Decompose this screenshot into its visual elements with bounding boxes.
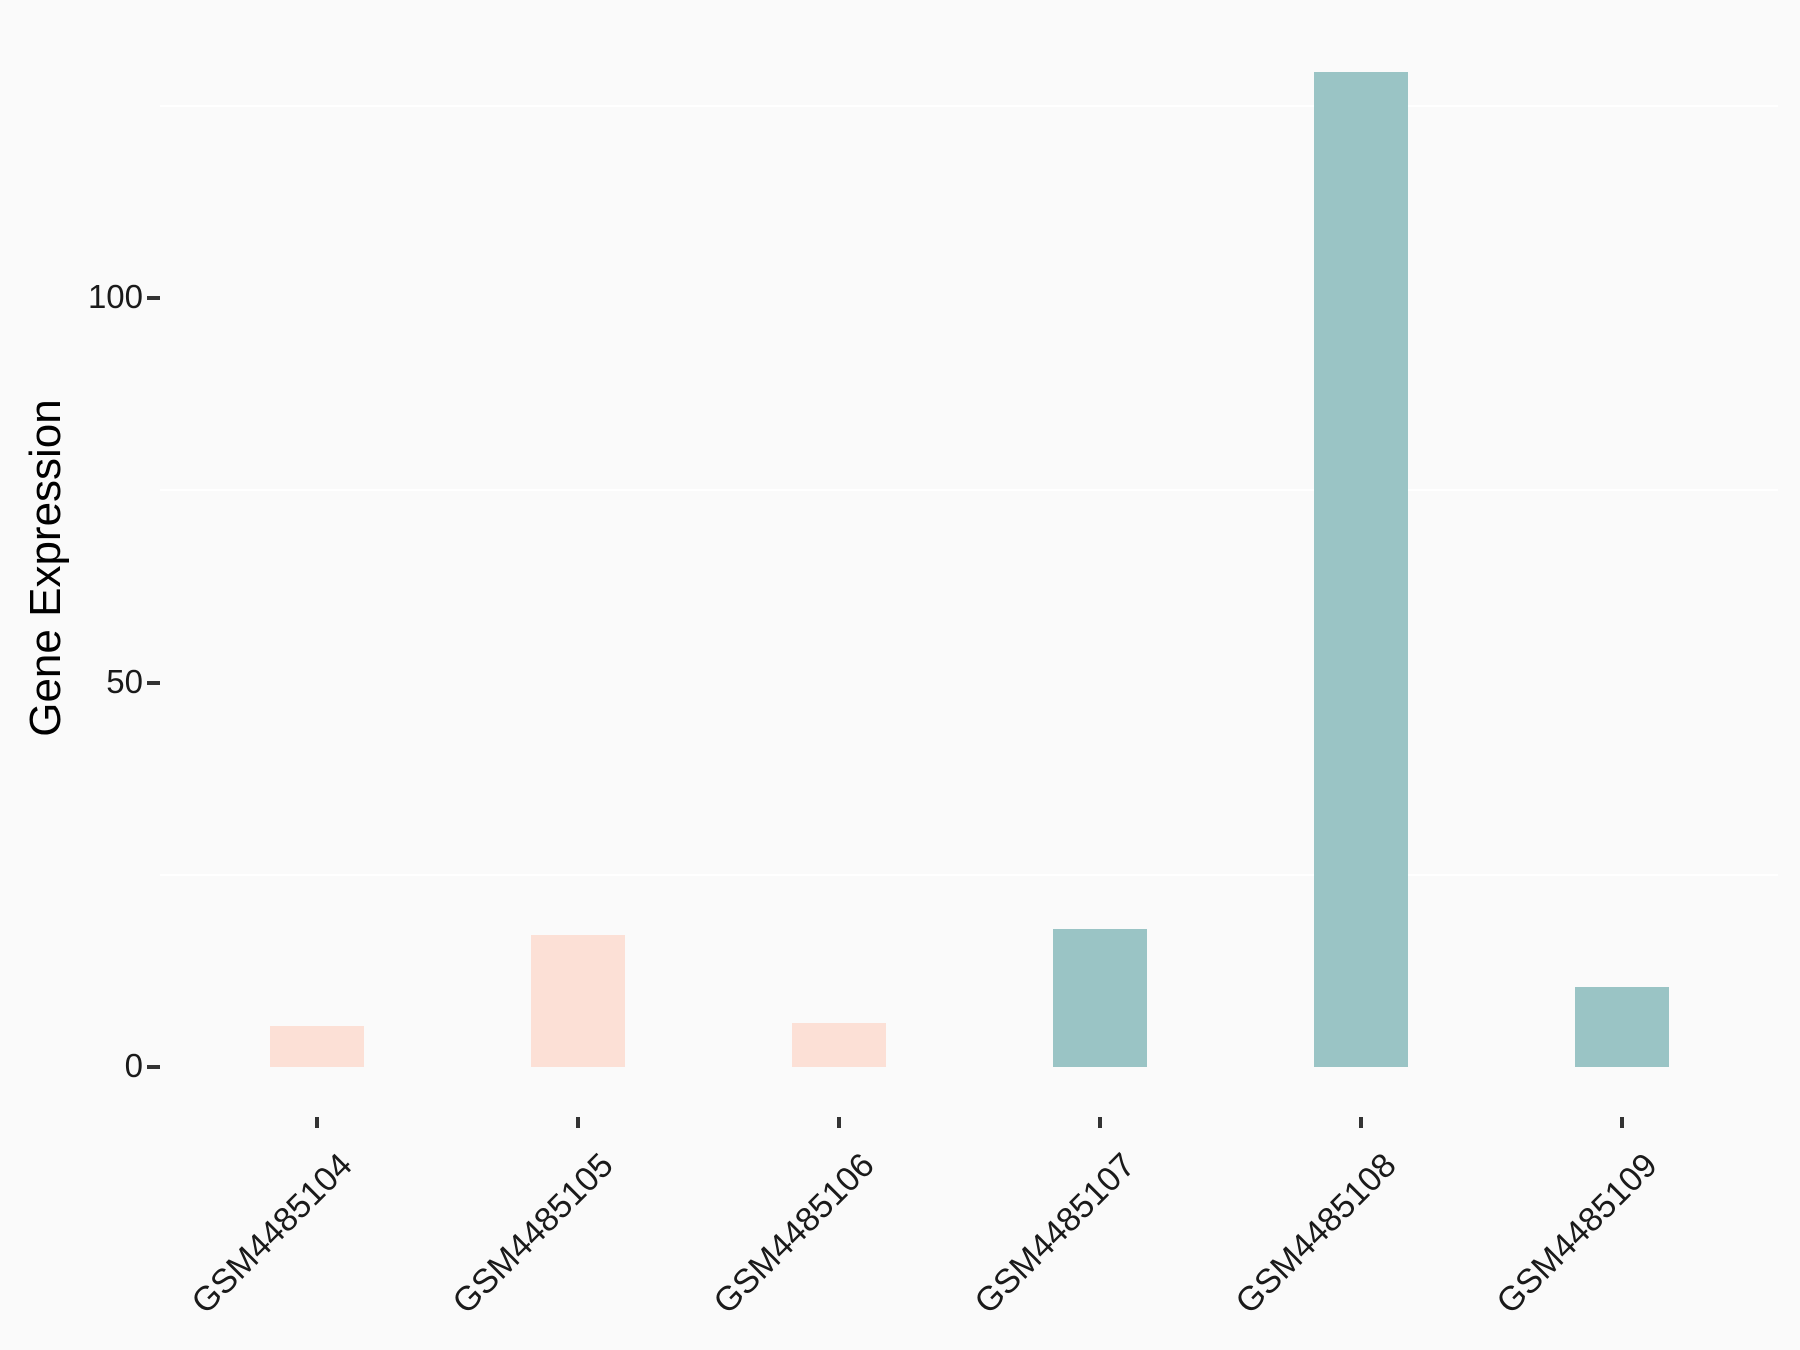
y-axis-title-text: Gene Expression bbox=[21, 399, 70, 737]
x-tick-label-text: GSM4485104 bbox=[184, 1146, 360, 1322]
x-tick-GSM4485104 bbox=[314, 1117, 319, 1128]
bar-GSM4485107 bbox=[1052, 929, 1147, 1067]
y-tick-100 bbox=[147, 296, 160, 300]
x-tick-GSM4485106 bbox=[836, 1117, 841, 1128]
minor-gridline-125 bbox=[160, 104, 1778, 107]
x-tick-label-text: GSM4485106 bbox=[706, 1146, 882, 1322]
x-tick-label-text: GSM4485107 bbox=[967, 1146, 1143, 1322]
minor-gridline-25 bbox=[160, 873, 1778, 876]
bar-GSM4485106 bbox=[791, 1023, 886, 1067]
minor-gridline-75 bbox=[160, 489, 1778, 492]
y-tick-label-0: 0 bbox=[124, 1047, 143, 1085]
bar-GSM4485108 bbox=[1313, 71, 1408, 1067]
x-tick-label-text: GSM4485109 bbox=[1489, 1146, 1665, 1322]
bar-GSM4485104 bbox=[269, 1026, 364, 1067]
y-tick-label-100: 100 bbox=[87, 278, 143, 316]
y-tick-50 bbox=[147, 680, 160, 685]
bar-GSM4485109 bbox=[1574, 987, 1669, 1067]
x-tick-label-text: GSM4485105 bbox=[445, 1146, 621, 1322]
x-tick-label-text: GSM4485108 bbox=[1228, 1146, 1404, 1322]
y-tick-0 bbox=[147, 1065, 160, 1069]
x-tick-GSM4485109 bbox=[1619, 1117, 1624, 1128]
bar-GSM4485105 bbox=[530, 934, 625, 1067]
y-tick-label-50: 50 bbox=[106, 662, 143, 700]
x-tick-GSM4485105 bbox=[575, 1117, 580, 1128]
x-tick-GSM4485107 bbox=[1097, 1117, 1102, 1128]
x-tick-GSM4485108 bbox=[1358, 1117, 1363, 1128]
